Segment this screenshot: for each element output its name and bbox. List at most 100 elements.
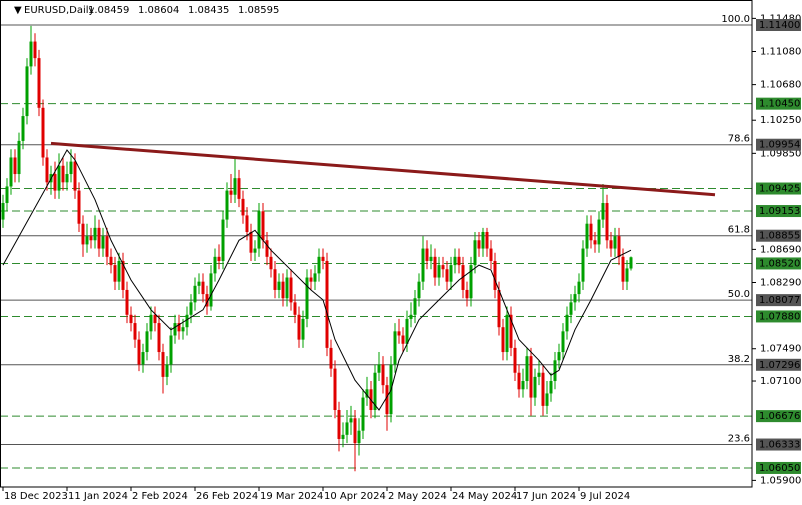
candle-body [145,331,149,353]
candle-body [253,248,257,253]
y-tick-label: 1.05900 [760,475,801,486]
candle-body [393,331,397,365]
candle-body [333,368,337,411]
candle-body [513,347,517,373]
candle-body [53,174,57,191]
candle-body [149,314,153,332]
candle-body [509,314,513,348]
fib-label: 78.6 [728,134,750,145]
candle-body [553,360,557,382]
y-tick-label: 1.10250 [760,115,801,126]
candle-body [433,256,437,278]
candle-body [437,265,441,278]
candle-body [245,215,249,232]
candle-body [405,318,409,344]
candle-body [105,236,109,257]
candle-body [489,248,493,261]
candle-body [33,41,37,59]
candle-body [601,203,605,220]
level-price-label: 1.08520 [759,258,800,269]
candle-body [25,66,29,117]
candle-body [141,352,145,365]
candle-body [213,256,217,274]
y-tick-label: 1.10680 [760,80,801,91]
candle-body [345,422,349,435]
level-price-box [756,97,801,110]
candle-body [353,418,357,444]
y-tick-label: 1.08290 [760,277,801,288]
candle-body [549,381,553,394]
candle-body [65,174,69,183]
candle-body [5,186,9,204]
candle-body [221,219,225,261]
level-price-label: 1.07296 [759,360,800,371]
candle-body [577,281,581,295]
y-tick-label: 1.07490 [760,344,801,355]
x-tick-label: 18 Dec 2023 [4,491,68,502]
candle-body [537,372,541,377]
level-price-label: 1.08077 [759,295,800,306]
candle-body [173,323,177,336]
candle-body [301,318,305,340]
candle-body [385,385,389,415]
candle-body [525,356,529,382]
menu-arrow[interactable]: ▼ [14,5,22,16]
candle-body [361,397,365,431]
candle-body [185,314,189,328]
candle-body [557,352,561,361]
y-tick-label: 1.08690 [760,244,801,255]
candle-body [325,260,329,348]
level-price-box [756,205,801,218]
candle-body [365,389,369,398]
candle-body [297,314,301,340]
candle-body [293,302,297,315]
candle-body [269,256,273,270]
candle-body [309,277,313,282]
candle-body [161,352,165,377]
candle-body [117,260,121,282]
candle-body [265,240,269,257]
level-price-label: 1.06050 [759,463,800,474]
candle-body [425,248,429,261]
y-tick-label: 1.07100 [760,376,801,387]
candle-body [589,223,593,241]
candle-body [597,219,601,245]
level-price-label: 1.09153 [759,206,800,217]
candle-body [593,240,597,245]
level-price-label: 1.08855 [759,231,800,242]
candle-body [449,265,453,282]
fib-label: 38.2 [728,354,750,365]
candle-body [317,256,321,274]
candle-body [153,314,157,324]
candle-body [9,157,13,187]
candle-body [565,314,569,332]
candle-body [501,327,505,353]
candle-body [421,248,425,282]
candle-body [357,430,361,444]
candle-body [397,331,401,336]
level-price-box [756,138,801,151]
y-tick-label: 1.11480 [760,13,801,24]
candle-body [97,227,101,249]
candle-body [229,190,233,195]
candle-body [109,256,113,266]
level-price-label: 1.10450 [759,99,800,110]
candle-body [193,285,197,303]
level-price-box [756,257,801,270]
candle-body [469,265,473,299]
symbol: EURUSD,Daily [24,5,95,16]
ohlc-close: 1.08595 [238,5,279,16]
candle-body [69,161,73,175]
x-tick-label: 2 Feb 2024 [132,491,188,502]
candle-body [217,256,221,261]
candle-body [441,265,445,270]
candle-body [413,298,417,315]
ohlc-low: 1.08435 [188,5,229,16]
y-tick-label: 1.11080 [760,46,801,57]
level-price-label: 1.07880 [759,311,800,322]
level-price-box [756,310,801,323]
candle-body [197,281,201,286]
candle-body [57,165,61,191]
